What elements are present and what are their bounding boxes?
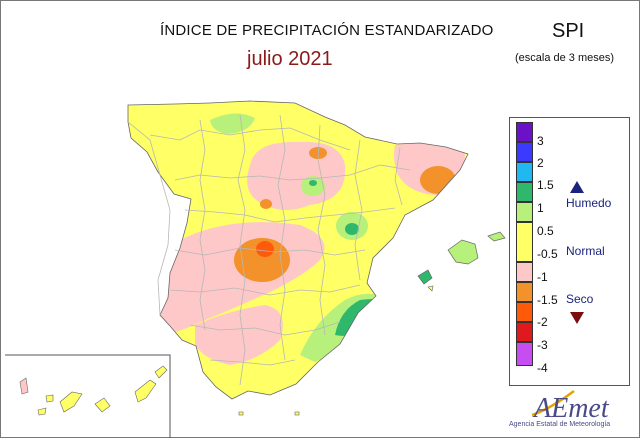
logo-caption: Agencia Estatal de Meteorología [509,421,611,428]
dry-arrow-icon [570,312,584,324]
legend-tick: 0.5 [537,224,554,238]
legend-tick: 1 [537,201,544,215]
legend-category-normal: Normal [566,244,605,258]
ceuta [238,411,244,416]
el-hierro [37,407,47,416]
legend-swatch-8 [516,302,533,322]
fuerteventura [134,379,157,403]
legend-tick: -1.5 [537,293,558,307]
legend: 3 2 1.5 1 0.5 -0.5 -1 -1.5 -2 -3 -4 Hume… [509,117,630,386]
mallorca [447,239,479,265]
legend-swatch-3 [516,182,533,202]
legend-swatch-6 [516,262,533,282]
formentera [427,285,434,292]
gran-canaria [94,397,111,413]
legend-tick: -3 [537,338,548,352]
legend-tick: -4 [537,361,548,375]
legend-swatch-9 [516,322,533,342]
legend-swatch-10 [516,342,533,366]
legend-tick: 2 [537,156,544,170]
la-palma [19,377,29,395]
melilla [294,411,300,416]
legend-swatch-1 [516,142,533,162]
legend-swatch-4 [516,202,533,222]
legend-tick: 3 [537,134,544,148]
legend-tick: -1 [537,270,548,284]
legend-swatch-0 [516,122,533,142]
lanzarote [154,365,168,379]
balearic-islands [417,231,506,292]
logo-wordmark: AEmet [532,393,610,421]
menorca [487,231,506,242]
legend-swatch-7 [516,282,533,302]
spain-outline [127,100,469,400]
index-scale: (escala de 3 meses) [515,52,615,64]
ibiza [417,269,433,285]
map-subtitle: julio 2021 [247,48,333,70]
province-boundaries [149,114,411,386]
canary-inset [5,354,171,438]
legend-tick: -2 [537,315,548,329]
aemet-logo: AEmet [531,389,610,421]
index-name: SPI [552,20,585,42]
legend-swatch-2 [516,162,533,182]
legend-category-wet: Humedo [566,196,612,210]
legend-category-dry: Seco [566,292,594,306]
legend-tick: -0.5 [537,247,558,261]
legend-tick: 1.5 [537,178,554,192]
la-gomera [45,394,54,403]
legend-swatch-5 [516,222,533,262]
map-title: ÍNDICE DE PRECIPITACIÓN ESTANDARIZADO [160,22,494,39]
wet-arrow-icon [570,181,584,193]
tenerife [59,391,83,413]
